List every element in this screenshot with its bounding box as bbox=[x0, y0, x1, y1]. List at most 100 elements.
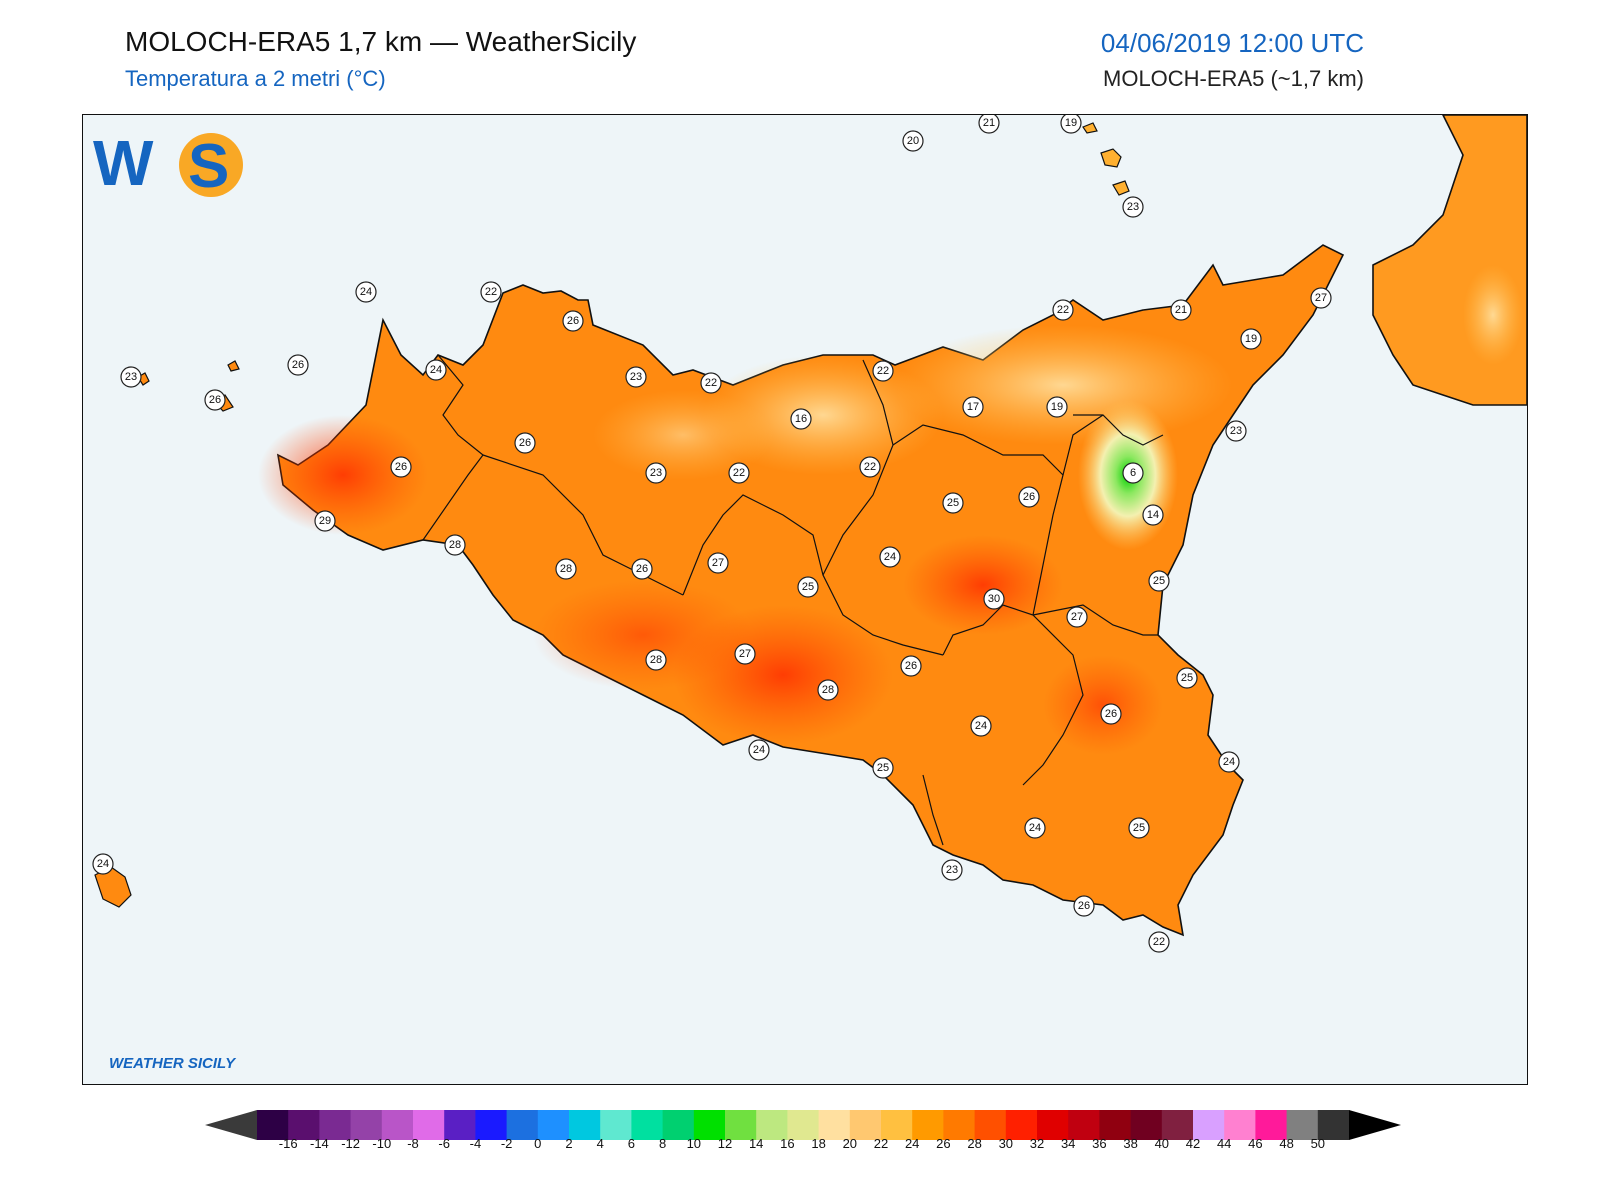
station-temperature: 25 bbox=[1133, 822, 1145, 834]
station-marker[interactable]: 16 bbox=[790, 408, 812, 430]
station-marker[interactable]: 22 bbox=[872, 360, 894, 382]
station-temperature: 23 bbox=[125, 371, 137, 383]
station-marker[interactable]: 25 bbox=[1128, 817, 1150, 839]
colorbar-cell bbox=[881, 1110, 913, 1140]
station-marker[interactable]: 24 bbox=[748, 739, 770, 761]
station-temperature: 23 bbox=[650, 467, 662, 479]
station-temperature: 25 bbox=[1153, 575, 1165, 587]
station-marker[interactable]: 23 bbox=[120, 366, 142, 388]
station-marker[interactable]: 26 bbox=[631, 558, 653, 580]
station-marker[interactable]: 23 bbox=[1122, 196, 1144, 218]
colorbar-tick-label: 40 bbox=[1154, 1136, 1170, 1151]
station-marker[interactable]: 21 bbox=[978, 115, 1000, 134]
station-marker[interactable]: 25 bbox=[872, 757, 894, 779]
colorbar-tick-label: -14 bbox=[309, 1136, 329, 1151]
station-marker[interactable]: 24 bbox=[970, 715, 992, 737]
station-marker[interactable]: 14 bbox=[1142, 504, 1164, 526]
hot-zone bbox=[1043, 655, 1163, 755]
station-marker[interactable]: 27 bbox=[707, 552, 729, 574]
station-marker[interactable]: 26 bbox=[900, 655, 922, 677]
station-marker[interactable]: 17 bbox=[962, 396, 984, 418]
station-temperature: 14 bbox=[1147, 509, 1159, 521]
colorbar-tick-label: 24 bbox=[904, 1136, 920, 1151]
colorbar-cell bbox=[350, 1110, 383, 1140]
colorbar-cell bbox=[1193, 1110, 1225, 1140]
station-marker[interactable]: 29 bbox=[314, 510, 336, 532]
station-temperature: 24 bbox=[884, 551, 896, 563]
station-marker[interactable]: 24 bbox=[1024, 817, 1046, 839]
station-marker[interactable]: 23 bbox=[941, 859, 963, 881]
map-title: MOLOCH-ERA5 1,7 km — WeatherSicily bbox=[125, 26, 637, 57]
colorbar-tick-label: 38 bbox=[1123, 1136, 1138, 1151]
station-temperature: 27 bbox=[739, 648, 751, 660]
station-marker[interactable]: 27 bbox=[1066, 606, 1088, 628]
station-marker[interactable]: 23 bbox=[625, 366, 647, 388]
colorbar-cell bbox=[787, 1110, 820, 1140]
station-marker[interactable]: 22 bbox=[859, 456, 881, 478]
station-marker[interactable]: 30 bbox=[983, 588, 1005, 610]
station-marker[interactable]: 26 bbox=[562, 310, 584, 332]
station-marker[interactable]: 27 bbox=[1310, 287, 1332, 309]
colorbar-tick-label: 36 bbox=[1092, 1136, 1107, 1151]
station-marker[interactable]: 26 bbox=[390, 456, 412, 478]
station-marker[interactable]: 19 bbox=[1046, 396, 1068, 418]
colorbar-cell bbox=[569, 1110, 601, 1140]
station-temperature: 28 bbox=[650, 654, 662, 666]
station-marker[interactable]: 28 bbox=[817, 679, 839, 701]
station-marker[interactable]: 26 bbox=[1018, 486, 1040, 508]
station-temperature: 26 bbox=[292, 359, 304, 371]
station-marker[interactable]: 25 bbox=[1148, 570, 1170, 592]
station-marker[interactable]: 24 bbox=[425, 359, 447, 381]
station-temperature: 22 bbox=[1153, 936, 1165, 948]
station-marker[interactable]: 25 bbox=[1176, 667, 1198, 689]
station-marker[interactable]: 26 bbox=[514, 432, 536, 454]
colorbar-cell bbox=[257, 1110, 289, 1140]
station-marker[interactable]: 28 bbox=[555, 558, 577, 580]
colorbar-labels: -16 -14 -12 -10 -8 -6 -4 -2 0 2 4 6 8 10 12 14 16 18 20 22 2… bbox=[0, 1136, 1600, 1156]
station-marker[interactable]: 24 bbox=[92, 853, 114, 875]
station-marker[interactable]: 22 bbox=[700, 372, 722, 394]
station-marker[interactable]: 22 bbox=[728, 462, 750, 484]
colorbar-over-arrow bbox=[1349, 1110, 1401, 1140]
colorbar-tick-label: 28 bbox=[967, 1136, 982, 1151]
station-marker[interactable]: 26 bbox=[1073, 895, 1095, 917]
station-marker[interactable]: 21 bbox=[1170, 299, 1192, 321]
station-marker[interactable]: 26 bbox=[1100, 703, 1122, 725]
station-marker[interactable]: 19 bbox=[1240, 328, 1262, 350]
colorbar-tick-label: -4 bbox=[469, 1136, 482, 1151]
station-temperature: 28 bbox=[449, 539, 461, 551]
station-marker[interactable]: 25 bbox=[797, 576, 819, 598]
egadi-island bbox=[227, 360, 240, 372]
station-marker[interactable]: 25 bbox=[942, 492, 964, 514]
colorbar-cell bbox=[413, 1110, 445, 1140]
model-name: MOLOCH-ERA5 (~1,7 km) bbox=[1103, 66, 1364, 91]
station-marker[interactable]: 6 bbox=[1122, 462, 1144, 484]
station-temperature: 17 bbox=[967, 401, 979, 413]
station-marker[interactable]: 19 bbox=[1060, 115, 1082, 134]
station-marker[interactable]: 20 bbox=[902, 130, 924, 152]
colorbar-cell bbox=[1286, 1110, 1319, 1140]
colorbar-tick-label: 30 bbox=[998, 1136, 1014, 1151]
station-marker[interactable]: 27 bbox=[734, 643, 756, 665]
station-marker[interactable]: 22 bbox=[480, 281, 502, 303]
station-marker[interactable]: 22 bbox=[1148, 931, 1170, 953]
aeolian-island bbox=[1112, 180, 1130, 196]
station-marker[interactable]: 23 bbox=[1225, 420, 1247, 442]
station-marker[interactable]: 26 bbox=[204, 389, 226, 411]
station-marker[interactable]: 23 bbox=[645, 462, 667, 484]
station-marker[interactable]: 28 bbox=[645, 649, 667, 671]
station-temperature: 26 bbox=[1078, 900, 1090, 912]
station-temperature: 22 bbox=[877, 365, 889, 377]
station-marker[interactable]: 24 bbox=[355, 281, 377, 303]
colorbar-cell bbox=[912, 1110, 944, 1140]
station-marker[interactable]: 26 bbox=[287, 354, 309, 376]
station-marker[interactable]: 22 bbox=[1052, 299, 1074, 321]
colorbar-tick-label: -2 bbox=[500, 1136, 513, 1151]
station-marker[interactable]: 24 bbox=[1218, 751, 1240, 773]
station-temperature: 30 bbox=[988, 593, 1000, 605]
temperature-map[interactable]: 20 21 19 23 24 22 26 27 21 22 19 23 26 2… bbox=[82, 114, 1528, 1085]
colorbar-tick-label: 32 bbox=[1029, 1136, 1045, 1151]
province-borders bbox=[422, 354, 1164, 846]
station-marker[interactable]: 24 bbox=[879, 546, 901, 568]
station-marker[interactable]: 28 bbox=[444, 534, 466, 556]
